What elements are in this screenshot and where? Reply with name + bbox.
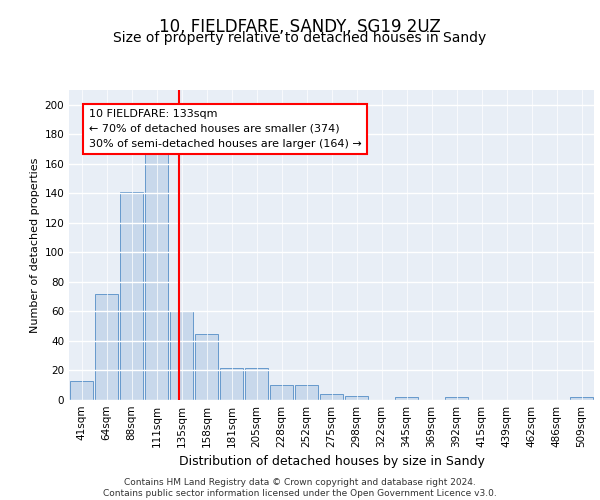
Bar — [195, 334, 218, 400]
Text: Size of property relative to detached houses in Sandy: Size of property relative to detached ho… — [113, 31, 487, 45]
Bar — [220, 368, 243, 400]
Bar — [245, 368, 268, 400]
Bar — [570, 397, 593, 400]
Text: 10 FIELDFARE: 133sqm
← 70% of detached houses are smaller (374)
30% of semi-deta: 10 FIELDFARE: 133sqm ← 70% of detached h… — [89, 109, 362, 149]
Bar — [320, 394, 343, 400]
Bar — [120, 192, 143, 400]
Bar — [445, 397, 468, 400]
X-axis label: Distribution of detached houses by size in Sandy: Distribution of detached houses by size … — [179, 456, 484, 468]
Bar — [270, 385, 293, 400]
Bar — [170, 312, 193, 400]
Bar — [95, 294, 118, 400]
Bar — [395, 397, 418, 400]
Y-axis label: Number of detached properties: Number of detached properties — [30, 158, 40, 332]
Bar — [70, 381, 93, 400]
Text: 10, FIELDFARE, SANDY, SG19 2UZ: 10, FIELDFARE, SANDY, SG19 2UZ — [159, 18, 441, 36]
Bar — [345, 396, 368, 400]
Text: Contains HM Land Registry data © Crown copyright and database right 2024.
Contai: Contains HM Land Registry data © Crown c… — [103, 478, 497, 498]
Bar — [145, 152, 168, 400]
Bar — [295, 385, 318, 400]
